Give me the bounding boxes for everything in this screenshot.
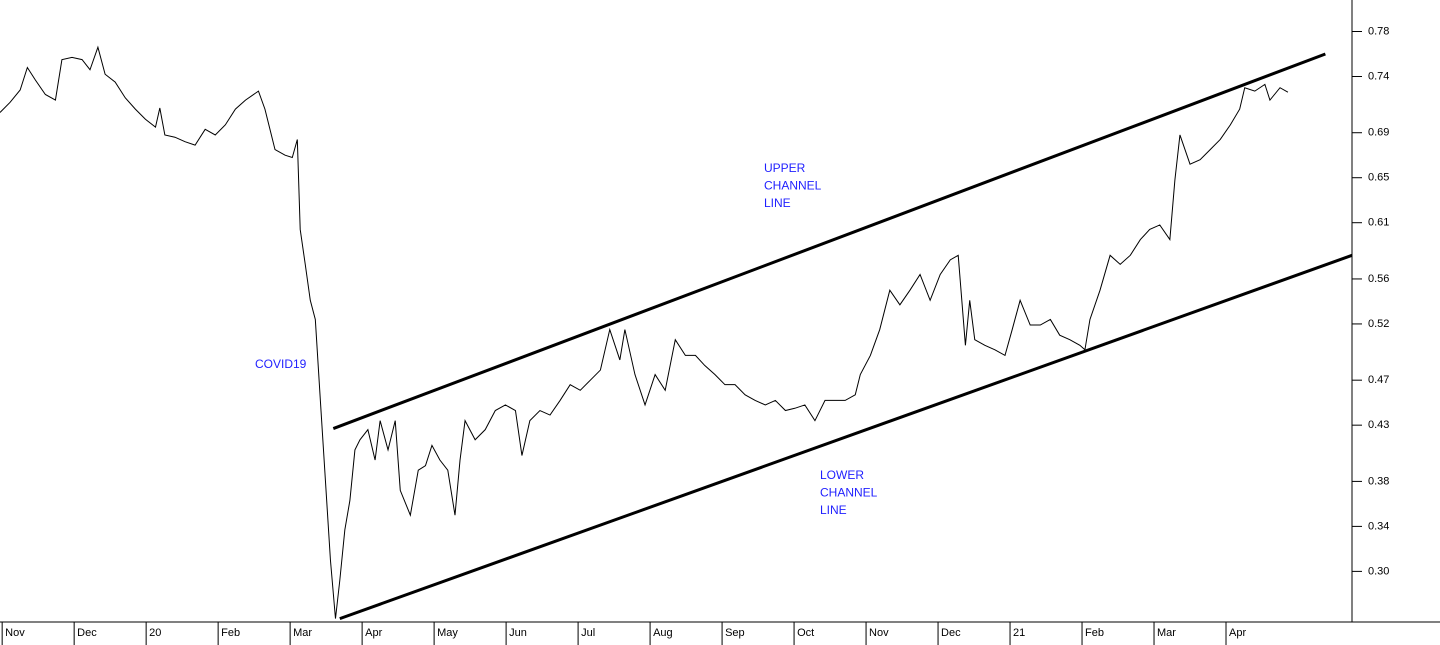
price-line (0, 45, 1289, 619)
y-tick-label: 0.65 (1368, 172, 1389, 184)
annotation: LOWER (820, 468, 864, 482)
x-tick-label: Dec (941, 627, 961, 639)
annotation: UPPER (764, 161, 806, 175)
channel-line (339, 253, 1353, 621)
x-tick-label: Apr (1229, 627, 1246, 639)
annotation: CHANNEL (820, 486, 878, 500)
y-tick-label: 0.78 (1368, 25, 1389, 37)
x-tick-label: Apr (365, 627, 382, 639)
x-tick-label: Feb (1085, 627, 1104, 639)
annotation: LINE (764, 196, 791, 210)
y-tick-label: 0.47 (1368, 374, 1389, 386)
x-tick-label: Aug (653, 627, 673, 639)
x-tick-label: Feb (221, 627, 240, 639)
y-tick-label: 0.69 (1368, 127, 1389, 139)
channel-line (332, 52, 1326, 430)
x-tick-label: Sep (725, 627, 745, 639)
y-tick-label: 0.30 (1368, 565, 1389, 577)
y-tick-label: 0.43 (1368, 419, 1389, 431)
x-tick-label: 20 (149, 627, 161, 639)
x-tick-label: 21 (1013, 627, 1025, 639)
annotation: COVID19 (255, 357, 307, 371)
y-tick-label: 0.61 (1368, 217, 1389, 229)
y-tick-label: 0.38 (1368, 475, 1389, 487)
y-tick-label: 0.56 (1368, 273, 1389, 285)
annotation: LINE (820, 503, 847, 517)
x-tick-label: Jul (581, 627, 595, 639)
x-tick-label: Nov (5, 627, 25, 639)
annotation: CHANNEL (764, 179, 822, 193)
x-tick-label: Mar (1157, 627, 1176, 639)
x-tick-label: Oct (797, 627, 814, 639)
x-tick-label: Nov (869, 627, 889, 639)
y-tick-label: 0.34 (1368, 520, 1389, 532)
x-tick-label: Dec (77, 627, 97, 639)
y-tick-label: 0.52 (1368, 318, 1389, 330)
y-tick-label: 0.74 (1368, 70, 1389, 82)
x-tick-label: May (437, 627, 458, 639)
x-tick-label: Jun (509, 627, 527, 639)
x-tick-label: Mar (293, 627, 312, 639)
